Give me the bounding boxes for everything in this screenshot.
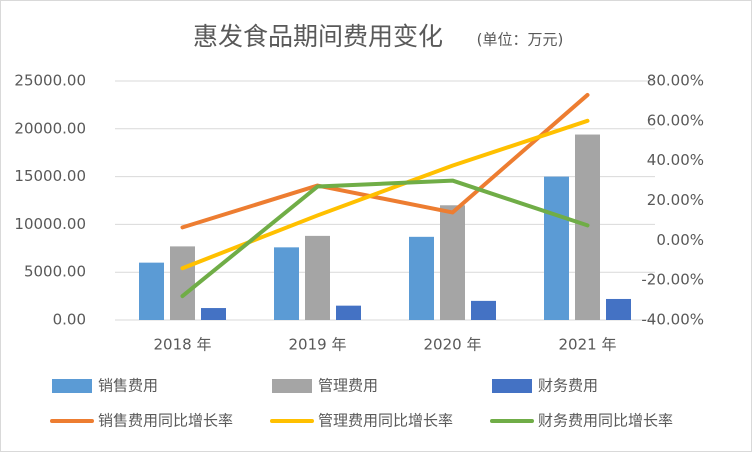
bar bbox=[336, 305, 361, 320]
line bbox=[180, 92, 590, 230]
legend-label: 管理费用同比增长率 bbox=[318, 412, 453, 430]
y2-tick-label: -20.00% bbox=[641, 271, 704, 289]
legend-label: 管理费用 bbox=[318, 377, 378, 395]
bar bbox=[409, 236, 434, 320]
bar bbox=[606, 298, 631, 320]
y-tick-label: 15000.00 bbox=[14, 167, 86, 185]
bar bbox=[471, 300, 496, 320]
bar bbox=[544, 176, 569, 320]
legend-label: 财务费用同比增长率 bbox=[538, 412, 673, 430]
x-tick-label: 2021 年 bbox=[559, 336, 617, 354]
bar bbox=[305, 235, 330, 320]
y-tick-label: 0.00 bbox=[53, 311, 86, 329]
y2-tick-label: 40.00% bbox=[647, 151, 704, 169]
y-tick-label: 20000.00 bbox=[14, 119, 86, 137]
y2-tick-label: -40.00% bbox=[641, 311, 704, 329]
x-tick-label: 2018 年 bbox=[154, 336, 212, 354]
y-tick-label: 10000.00 bbox=[14, 215, 86, 233]
bar bbox=[274, 247, 299, 320]
chart-subtitle: (单位：万元) bbox=[477, 31, 564, 49]
legend-label: 销售费用同比增长率 bbox=[98, 412, 233, 430]
bar bbox=[440, 205, 465, 320]
chart-title: 惠发食品期间费用变化 bbox=[193, 22, 443, 51]
y-tick-label: 5000.00 bbox=[24, 263, 86, 281]
y-tick-label: 25000.00 bbox=[14, 72, 86, 90]
legend-label: 销售费用 bbox=[98, 377, 158, 395]
legend-label: 财务费用 bbox=[538, 377, 598, 395]
y2-tick-label: 20.00% bbox=[647, 191, 704, 209]
legend-swatch bbox=[272, 379, 312, 393]
y2-tick-label: 60.00% bbox=[647, 111, 704, 129]
x-tick-label: 2020 年 bbox=[424, 336, 482, 354]
legend-swatch bbox=[52, 379, 92, 393]
y2-tick-label: 80.00% bbox=[647, 72, 704, 90]
bar bbox=[201, 308, 226, 320]
x-tick-label: 2019 年 bbox=[289, 336, 347, 354]
y2-tick-label: 0.00% bbox=[656, 231, 704, 249]
legend-swatch bbox=[492, 379, 532, 393]
line bbox=[180, 178, 590, 299]
bar bbox=[170, 246, 195, 320]
bar bbox=[139, 262, 164, 320]
